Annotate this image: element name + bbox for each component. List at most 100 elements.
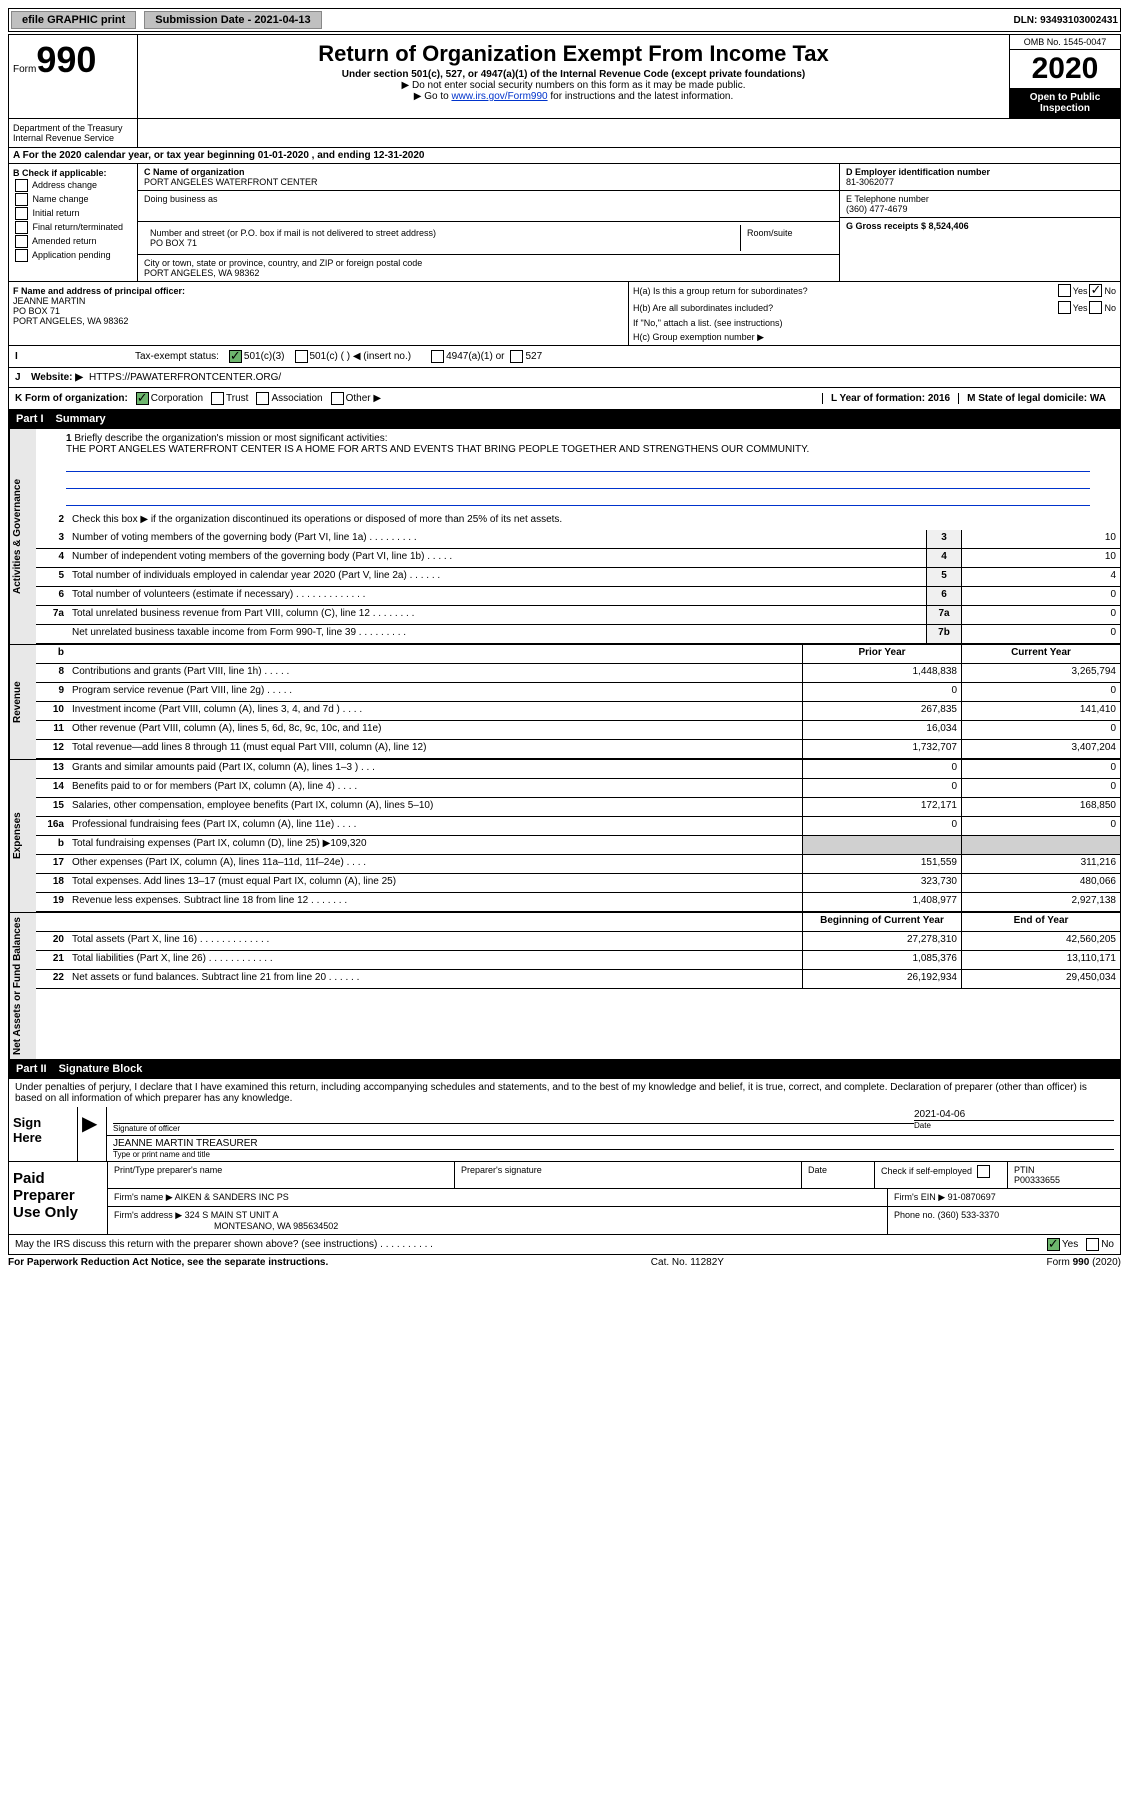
expenses-section: Expenses 13Grants and similar amounts pa… [8, 760, 1121, 913]
f-label: F Name and address of principal officer: [13, 286, 624, 296]
line-item: 22Net assets or fund balances. Subtract … [36, 970, 1120, 989]
chk-self-employed[interactable] [977, 1165, 990, 1178]
ptin-cell: PTINP00333655 [1008, 1162, 1120, 1188]
website-row: J Website: ▶ HTTPS://PAWATERFRONTCENTER.… [8, 368, 1121, 388]
sig-date: 2021-04-06 [914, 1109, 1114, 1121]
chk-address-change[interactable]: Address change [13, 179, 133, 192]
part2-title: Signature Block [59, 1063, 143, 1075]
paid-preparer-label: Paid Preparer Use Only [9, 1162, 108, 1234]
form-footer: Form 990 (2020) [1047, 1257, 1121, 1268]
chk-501c[interactable] [295, 350, 308, 363]
part1-header: Part I Summary [8, 410, 1121, 428]
col-current-label: Current Year [961, 645, 1120, 663]
chk-trust[interactable] [211, 392, 224, 405]
line-item: 13Grants and similar amounts paid (Part … [36, 760, 1120, 779]
governance-content: 1 Briefly describe the organization's mi… [36, 429, 1120, 644]
line-item: 8Contributions and grants (Part VIII, li… [36, 664, 1120, 683]
chk-initial-return[interactable]: Initial return [13, 207, 133, 220]
year-box: OMB No. 1545-0047 2020 Open to Public In… [1010, 35, 1120, 118]
sig-officer-row: Signature of officer 2021-04-06 Date [107, 1107, 1120, 1136]
officer-typed-name: JEANNE MARTIN TREASURER [113, 1138, 1114, 1150]
chk-name-change[interactable]: Name change [13, 193, 133, 206]
line-item: 16aProfessional fundraising fees (Part I… [36, 817, 1120, 836]
hb-no[interactable] [1089, 301, 1102, 314]
line-item: 3Number of voting members of the governi… [36, 530, 1120, 549]
line-item: 14Benefits paid to or for members (Part … [36, 779, 1120, 798]
c-name-label: C Name of organization [144, 167, 833, 177]
self-employed-check: Check if self-employed [875, 1162, 1008, 1188]
phone-label: E Telephone number [846, 194, 1114, 204]
prep-row3: Firm's address ▶ 324 S MAIN ST UNIT AMON… [108, 1207, 1120, 1234]
chk-amended[interactable]: Amended return [13, 235, 133, 248]
ha-no[interactable] [1089, 284, 1102, 297]
form-number-box: Form990 [9, 35, 138, 118]
firm-name-label: Firm's name ▶ [114, 1192, 173, 1202]
omb-number: OMB No. 1545-0047 [1010, 35, 1120, 50]
submission-date-btn[interactable]: Submission Date - 2021-04-13 [144, 11, 321, 29]
line-item: 4Number of independent voting members of… [36, 549, 1120, 568]
dln-text: DLN: 93493103002431 [1013, 15, 1118, 26]
part1-body: Activities & Governance 1 Briefly descri… [8, 428, 1121, 645]
net-header: Beginning of Current Year End of Year [36, 913, 1120, 932]
type-label: Type or print name and title [113, 1150, 1114, 1159]
website-url[interactable]: HTTPS://PAWATERFRONTCENTER.ORG/ [89, 372, 281, 383]
preparer-fields: Print/Type preparer's name Preparer's si… [108, 1162, 1120, 1234]
period-row: A For the 2020 calendar year, or tax yea… [8, 148, 1121, 164]
phone-value: (360) 477-4679 [846, 204, 1114, 214]
chk-501c3[interactable] [229, 350, 242, 363]
chk-final-return[interactable]: Final return/terminated [13, 221, 133, 234]
efile-print-btn[interactable]: efile GRAPHIC print [11, 11, 136, 29]
col-prior-label: Prior Year [802, 645, 961, 663]
chk-other-org[interactable] [331, 392, 344, 405]
dept-row: Department of the Treasury Internal Reve… [8, 119, 1121, 148]
prep-phone: (360) 533-3370 [938, 1210, 1000, 1220]
firm-addr1: 324 S MAIN ST UNIT A [185, 1210, 279, 1220]
officer-addr2: PORT ANGELES, WA 98362 [13, 316, 624, 326]
gross-receipts: G Gross receipts $ 8,524,406 [840, 218, 1120, 234]
officer-row: F Name and address of principal officer:… [8, 282, 1121, 346]
signature-block: Under penalties of perjury, I declare th… [8, 1078, 1121, 1162]
year-formation: L Year of formation: 2016 [822, 393, 958, 404]
footer-row: For Paperwork Reduction Act Notice, see … [8, 1255, 1121, 1270]
chk-4947[interactable] [431, 350, 444, 363]
ha-yes[interactable] [1058, 284, 1071, 297]
revenue-section: Revenue b Prior Year Current Year 8Contr… [8, 645, 1121, 760]
tax-year: 2020 [1010, 50, 1120, 88]
h-section: H(a) Is this a group return for subordin… [629, 282, 1120, 345]
rev-header: b Prior Year Current Year [36, 645, 1120, 664]
mission-box: 1 Briefly describe the organization's mi… [36, 429, 1120, 512]
col-d: D Employer identification number 81-3062… [840, 164, 1120, 281]
form-number: 990 [36, 39, 96, 80]
line-item: 20Total assets (Part X, line 16) . . . .… [36, 932, 1120, 951]
firm-ein: 91-0870697 [948, 1192, 996, 1202]
mission-text: THE PORT ANGELES WATERFRONT CENTER IS A … [66, 444, 1090, 455]
discuss-no[interactable] [1086, 1238, 1099, 1251]
officer-info: F Name and address of principal officer:… [9, 282, 629, 345]
col-c: C Name of organization PORT ANGELES WATE… [138, 164, 840, 281]
info-grid: B Check if applicable: Address change Na… [8, 164, 1121, 282]
part2-header: Part II Signature Block [8, 1060, 1121, 1078]
line-item: 15Salaries, other compensation, employee… [36, 798, 1120, 817]
hc-row: H(c) Group exemption number ▶ [629, 330, 1120, 345]
firm-addr2: MONTESANO, WA 985634502 [214, 1221, 338, 1231]
open-public-badge: Open to Public Inspection [1010, 88, 1120, 118]
ha-row: H(a) Is this a group return for subordin… [629, 282, 1120, 299]
officer-type-row: JEANNE MARTIN TREASURER Type or print na… [107, 1136, 1120, 1161]
officer-name: JEANNE MARTIN [13, 296, 624, 306]
chk-assoc[interactable] [256, 392, 269, 405]
discuss-row: May the IRS discuss this return with the… [8, 1235, 1121, 1255]
netassets-content: Beginning of Current Year End of Year 20… [36, 913, 1120, 1059]
addr-value: PO BOX 71 [150, 238, 734, 248]
preparer-block: Paid Preparer Use Only Print/Type prepar… [8, 1162, 1121, 1235]
irs-link[interactable]: www.irs.gov/Form990 [451, 91, 547, 102]
room-label: Room/suite [741, 225, 833, 251]
city-label: City or town, state or province, country… [144, 258, 833, 268]
tax-status-row: I Tax-exempt status: 501(c)(3) 501(c) ( … [8, 346, 1121, 368]
addr-label: Number and street (or P.O. box if mail i… [150, 228, 734, 238]
chk-corp[interactable] [136, 392, 149, 405]
hb-yes[interactable] [1058, 301, 1071, 314]
discuss-yes[interactable] [1047, 1238, 1060, 1251]
firm-name: AIKEN & SANDERS INC PS [175, 1192, 289, 1202]
chk-app-pending[interactable]: Application pending [13, 249, 133, 262]
chk-527[interactable] [510, 350, 523, 363]
